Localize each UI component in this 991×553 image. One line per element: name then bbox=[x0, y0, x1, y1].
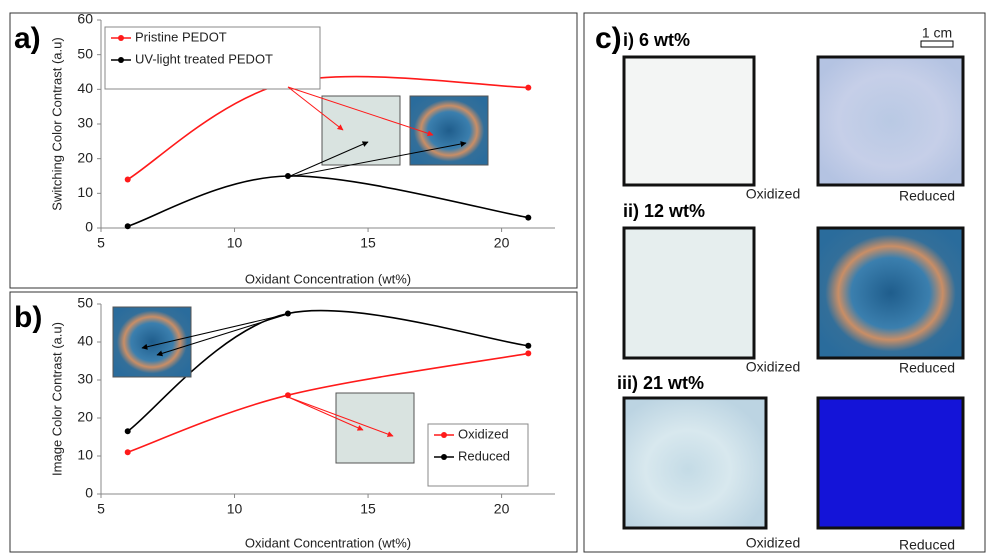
row-title: iii) 21 wt% bbox=[617, 373, 704, 393]
x-tick-label: 20 bbox=[494, 501, 510, 517]
y-tick-label: 20 bbox=[77, 409, 93, 425]
y-tick-label: 10 bbox=[77, 447, 93, 463]
sample-image bbox=[818, 228, 963, 358]
x-tick-label: 15 bbox=[360, 501, 376, 517]
legend-swatch bbox=[441, 454, 447, 460]
panel-b-frame bbox=[10, 292, 577, 552]
data-point bbox=[125, 449, 131, 455]
y-tick-label: 60 bbox=[77, 11, 93, 27]
y-tick-label: 10 bbox=[77, 184, 93, 200]
legend-swatch bbox=[118, 57, 124, 63]
inset-reduced bbox=[410, 96, 488, 165]
inset-oxidized bbox=[322, 96, 400, 165]
panel-label: c) bbox=[595, 22, 622, 55]
panel-label: a) bbox=[14, 22, 41, 55]
data-point bbox=[125, 428, 131, 434]
y-tick-label: 0 bbox=[85, 485, 93, 501]
y-tick-label: 30 bbox=[77, 115, 93, 131]
x-tick-label: 10 bbox=[227, 235, 243, 251]
x-tick-label: 5 bbox=[97, 501, 105, 517]
y-tick-label: 40 bbox=[77, 80, 93, 96]
scale-bar-label: 1 cm bbox=[922, 25, 952, 41]
y-tick-label: 50 bbox=[77, 45, 93, 61]
data-point bbox=[525, 85, 531, 91]
row-title: i) 6 wt% bbox=[623, 30, 690, 50]
figure: a)01020304050605101520Oxidant Concentrat… bbox=[0, 0, 991, 553]
legend-label: Oxidized bbox=[458, 426, 509, 441]
y-tick-label: 40 bbox=[77, 333, 93, 349]
data-point bbox=[285, 311, 291, 317]
x-tick-label: 5 bbox=[97, 235, 105, 251]
x-axis-label: Oxidant Concentration (wt%) bbox=[245, 271, 411, 286]
caption: Reduced bbox=[899, 537, 955, 553]
legend-swatch bbox=[441, 432, 447, 438]
caption: Oxidized bbox=[746, 186, 800, 202]
data-point bbox=[525, 350, 531, 356]
sample-image bbox=[624, 398, 766, 528]
inset-reduced bbox=[113, 307, 191, 377]
legend-label: UV-light treated PEDOT bbox=[135, 51, 273, 66]
sample-image bbox=[624, 228, 754, 358]
legend-label: Reduced bbox=[458, 448, 510, 463]
y-tick-label: 20 bbox=[77, 149, 93, 165]
caption: Reduced bbox=[899, 360, 955, 376]
row-title: ii) 12 wt% bbox=[623, 201, 705, 221]
panel-label: b) bbox=[14, 301, 42, 334]
x-tick-label: 15 bbox=[360, 235, 376, 251]
data-point bbox=[125, 176, 131, 182]
x-axis-label: Oxidant Concentration (wt%) bbox=[245, 535, 411, 550]
data-point bbox=[125, 223, 131, 229]
series-line bbox=[128, 176, 529, 226]
x-tick-label: 10 bbox=[227, 501, 243, 517]
data-point bbox=[525, 215, 531, 221]
y-tick-label: 0 bbox=[85, 219, 93, 235]
y-tick-label: 50 bbox=[77, 295, 93, 311]
y-tick-label: 30 bbox=[77, 371, 93, 387]
sample-image bbox=[818, 57, 963, 185]
sample-image bbox=[624, 57, 754, 185]
caption: Oxidized bbox=[746, 535, 800, 551]
scale-bar bbox=[921, 41, 953, 47]
legend-swatch bbox=[118, 35, 124, 41]
sample-image bbox=[818, 398, 963, 528]
inset-oxidized bbox=[336, 393, 414, 463]
data-point bbox=[525, 343, 531, 349]
caption: Reduced bbox=[899, 188, 955, 204]
y-axis-label: Image Color Contrast (a.u) bbox=[49, 322, 64, 476]
x-tick-label: 20 bbox=[494, 235, 510, 251]
y-axis-label: Switching Color Contrast (a.u) bbox=[49, 37, 64, 210]
legend-label: Pristine PEDOT bbox=[135, 29, 227, 44]
caption: Oxidized bbox=[746, 359, 800, 375]
